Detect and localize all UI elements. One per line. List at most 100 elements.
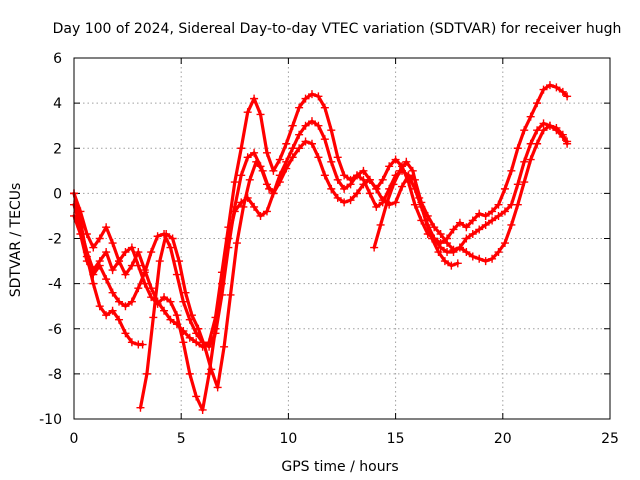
data-point-marker — [314, 92, 323, 101]
grid — [74, 58, 610, 419]
data-point-marker — [115, 297, 124, 306]
data-point-marker — [370, 243, 379, 252]
data-point-marker — [333, 175, 342, 184]
y-tick-label: -2 — [48, 232, 62, 248]
data-point-marker — [95, 234, 104, 243]
data-point-marker — [147, 293, 156, 302]
data-point-marker — [89, 243, 98, 252]
series-2 — [70, 119, 572, 351]
data-point-marker — [340, 184, 349, 193]
data-point-marker — [288, 144, 297, 153]
x-tick-label: 15 — [387, 431, 405, 447]
data-point-marker — [383, 198, 392, 207]
data-point-marker — [76, 216, 85, 225]
y-tick-label: 4 — [53, 96, 62, 112]
data-point-marker — [250, 94, 259, 103]
data-point-marker — [243, 153, 252, 162]
data-point-marker — [500, 239, 509, 248]
data-point-marker — [136, 403, 145, 412]
data-point-marker — [185, 369, 194, 378]
data-point-marker — [115, 315, 124, 324]
data-point-marker — [558, 87, 567, 96]
data-point-marker — [346, 180, 355, 189]
data-point-marker — [340, 198, 349, 207]
data-point-marker — [134, 284, 143, 293]
data-point-marker — [149, 313, 158, 322]
data-point-marker — [108, 239, 117, 248]
data-point-marker — [563, 137, 572, 146]
data-point-marker — [237, 171, 246, 180]
data-point-marker — [102, 275, 111, 284]
data-point-marker — [526, 155, 535, 164]
data-point-marker — [333, 193, 342, 202]
data-point-marker — [243, 108, 252, 117]
data-point-marker — [404, 171, 413, 180]
data-point-marker — [481, 211, 490, 220]
data-point-marker — [160, 293, 169, 302]
data-point-marker — [269, 166, 278, 175]
data-point-marker — [166, 243, 175, 252]
series-4 — [70, 189, 147, 349]
data-point-marker — [301, 121, 310, 130]
data-point-marker — [194, 324, 203, 333]
data-point-marker — [468, 252, 477, 261]
data-point-marker — [217, 279, 226, 288]
data-point-marker — [181, 288, 190, 297]
data-point-marker — [507, 220, 516, 229]
data-point-marker — [226, 290, 235, 299]
data-point-marker — [443, 239, 452, 248]
data-point-marker — [250, 148, 259, 157]
data-point-marker — [494, 211, 503, 220]
data-point-marker — [494, 248, 503, 257]
data-point-marker — [395, 166, 404, 175]
x-tick-label: 10 — [279, 431, 297, 447]
data-point-marker — [295, 103, 304, 112]
data-point-marker — [301, 137, 310, 146]
data-point-marker — [102, 311, 111, 320]
x-tick-label: 25 — [601, 431, 619, 447]
data-point-marker — [415, 193, 424, 202]
data-point-marker — [134, 248, 143, 257]
data-point-marker — [187, 311, 196, 320]
data-point-marker — [455, 218, 464, 227]
data-point-marker — [127, 338, 136, 347]
data-point-marker — [175, 257, 184, 266]
data-point-marker — [533, 99, 542, 108]
data-point-marker — [353, 171, 362, 180]
data-point-marker — [265, 184, 274, 193]
data-point-marker — [262, 207, 271, 216]
data-point-marker — [211, 324, 220, 333]
data-point-marker — [513, 200, 522, 209]
data-point-marker — [245, 175, 254, 184]
data-point-marker — [488, 207, 497, 216]
series-trace — [72, 121, 569, 349]
data-point-marker — [539, 119, 548, 128]
data-point-marker — [475, 225, 484, 234]
data-point-marker — [237, 144, 246, 153]
data-point-marker — [468, 229, 477, 238]
tick-labels: 0 5 10 15 20 25 -10 -8 -6 -4 -2 0 2 4 6 — [39, 51, 619, 447]
data-point-marker — [539, 126, 548, 135]
data-point-marker — [166, 315, 175, 324]
data-point-marker — [256, 110, 265, 119]
data-point-marker — [462, 223, 471, 232]
data-point-marker — [436, 229, 445, 238]
data-point-marker — [462, 248, 471, 257]
data-point-marker — [230, 207, 239, 216]
data-point-marker — [520, 178, 529, 187]
data-point-marker — [372, 184, 381, 193]
data-point-marker — [500, 184, 509, 193]
data-point-marker — [95, 257, 104, 266]
data-point-marker — [220, 342, 229, 351]
data-point-marker — [250, 202, 259, 211]
data-point-marker — [520, 157, 529, 166]
data-point-marker — [346, 196, 355, 205]
data-point-marker — [301, 94, 310, 103]
data-point-marker — [121, 302, 130, 311]
data-point-marker — [288, 121, 297, 130]
data-point-marker — [378, 175, 387, 184]
data-point-marker — [365, 189, 374, 198]
data-point-marker — [115, 257, 124, 266]
data-point-marker — [372, 202, 381, 211]
data-point-marker — [108, 306, 117, 315]
